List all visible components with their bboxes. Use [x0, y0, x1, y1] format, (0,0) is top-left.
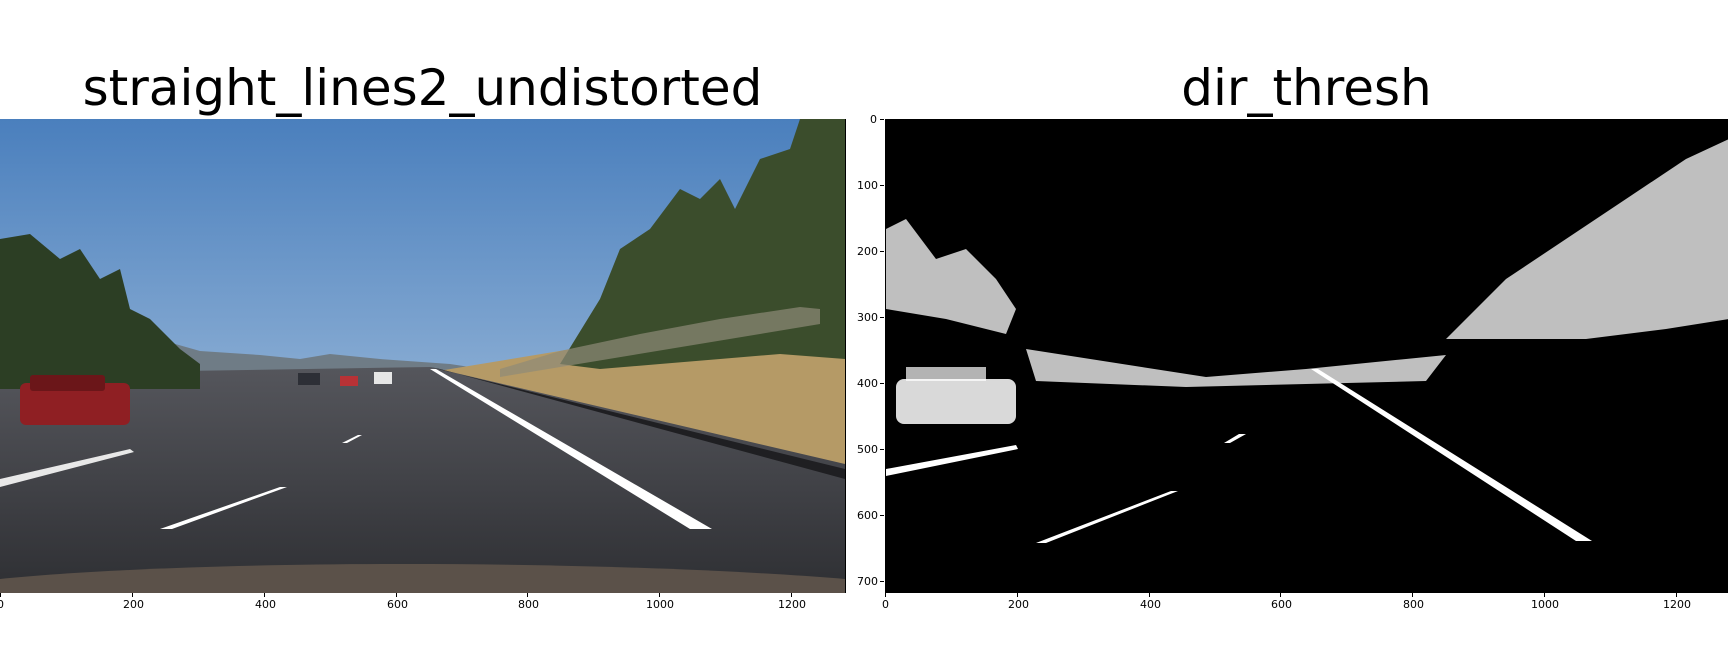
- right-y-tick: [880, 449, 884, 450]
- left-x-tick: [264, 593, 265, 597]
- right-x-tick: [885, 593, 886, 597]
- left-x-tick-label: 200: [123, 598, 144, 611]
- right-y-tick: [880, 185, 884, 186]
- right-x-tick: [1149, 593, 1150, 597]
- left-x-tick: [0, 593, 1, 597]
- left-trees: [0, 234, 200, 389]
- left-x-tick-label: 1000: [646, 598, 674, 611]
- threshold-tree-noise: [886, 139, 1728, 387]
- right-y-tick-label: 400: [857, 377, 878, 390]
- left-x-tick-label: 800: [518, 598, 539, 611]
- left-x-tick: [132, 593, 133, 597]
- right-x-tick-label: 0: [882, 598, 889, 611]
- left-x-tick: [659, 593, 660, 597]
- left-x-tick-label: 1200: [778, 598, 806, 611]
- right-y-tick-label: 0: [870, 113, 877, 126]
- threshold-background: [886, 119, 1728, 593]
- right-x-tick-label: 400: [1140, 598, 1161, 611]
- right-y-tick-label: 700: [857, 575, 878, 588]
- threshold-image-panel: [885, 119, 1728, 593]
- right-x-tick: [1676, 593, 1677, 597]
- threshold-right-lane: [1311, 369, 1592, 541]
- fence: [500, 307, 820, 377]
- red-suv: [20, 383, 130, 425]
- left-panel-title: straight_lines2_undistorted: [82, 59, 763, 117]
- left-x-tick-label: 400: [255, 598, 276, 611]
- right-y-tick: [880, 119, 884, 120]
- threshold-left-lane: [1036, 491, 1178, 543]
- right-x-tick-label: 600: [1271, 598, 1292, 611]
- right-x-tick: [1280, 593, 1281, 597]
- right-panel-title: dir_thresh: [1181, 59, 1432, 117]
- right-x-tick: [1544, 593, 1545, 597]
- right-y-tick-label: 600: [857, 509, 878, 522]
- right-y-tick-label: 200: [857, 245, 878, 258]
- car-hood: [0, 564, 845, 593]
- left-x-tick: [396, 593, 397, 597]
- right-x-tick: [1017, 593, 1018, 597]
- right-x-tick-label: 1000: [1531, 598, 1559, 611]
- threshold-image: [886, 119, 1728, 593]
- right-y-tick-label: 300: [857, 311, 878, 324]
- right-y-tick: [880, 383, 884, 384]
- left-lane-dash-near: [160, 487, 287, 529]
- right-lane-line: [430, 369, 712, 529]
- right-x-tick: [1412, 593, 1413, 597]
- right-trees: [560, 119, 845, 369]
- road-photo-panel: [0, 119, 846, 593]
- right-x-tick-label: 800: [1403, 598, 1424, 611]
- road-surface: [0, 367, 845, 593]
- distant-car: [298, 373, 320, 385]
- right-y-tick: [880, 581, 884, 582]
- road-photo: [0, 119, 845, 593]
- threshold-far-lane: [886, 445, 1018, 476]
- left-x-tick-label: 0: [0, 598, 4, 611]
- right-y-tick: [880, 317, 884, 318]
- threshold-dash: [1224, 434, 1246, 443]
- far-lane-line: [0, 449, 134, 487]
- distant-red-car: [340, 376, 358, 386]
- right-x-tick-label: 200: [1008, 598, 1029, 611]
- right-x-tick-label: 1200: [1663, 598, 1691, 611]
- right-y-tick-label: 500: [857, 443, 878, 456]
- distant-white-car: [374, 372, 392, 384]
- right-y-tick: [880, 251, 884, 252]
- threshold-left-car: [896, 367, 1016, 424]
- right-y-tick: [880, 515, 884, 516]
- right-y-tick-label: 100: [857, 179, 878, 192]
- left-lane-dash-mid: [342, 435, 362, 443]
- left-x-tick-label: 600: [387, 598, 408, 611]
- left-x-tick: [791, 593, 792, 597]
- left-x-tick: [527, 593, 528, 597]
- red-suv-roof: [30, 375, 105, 391]
